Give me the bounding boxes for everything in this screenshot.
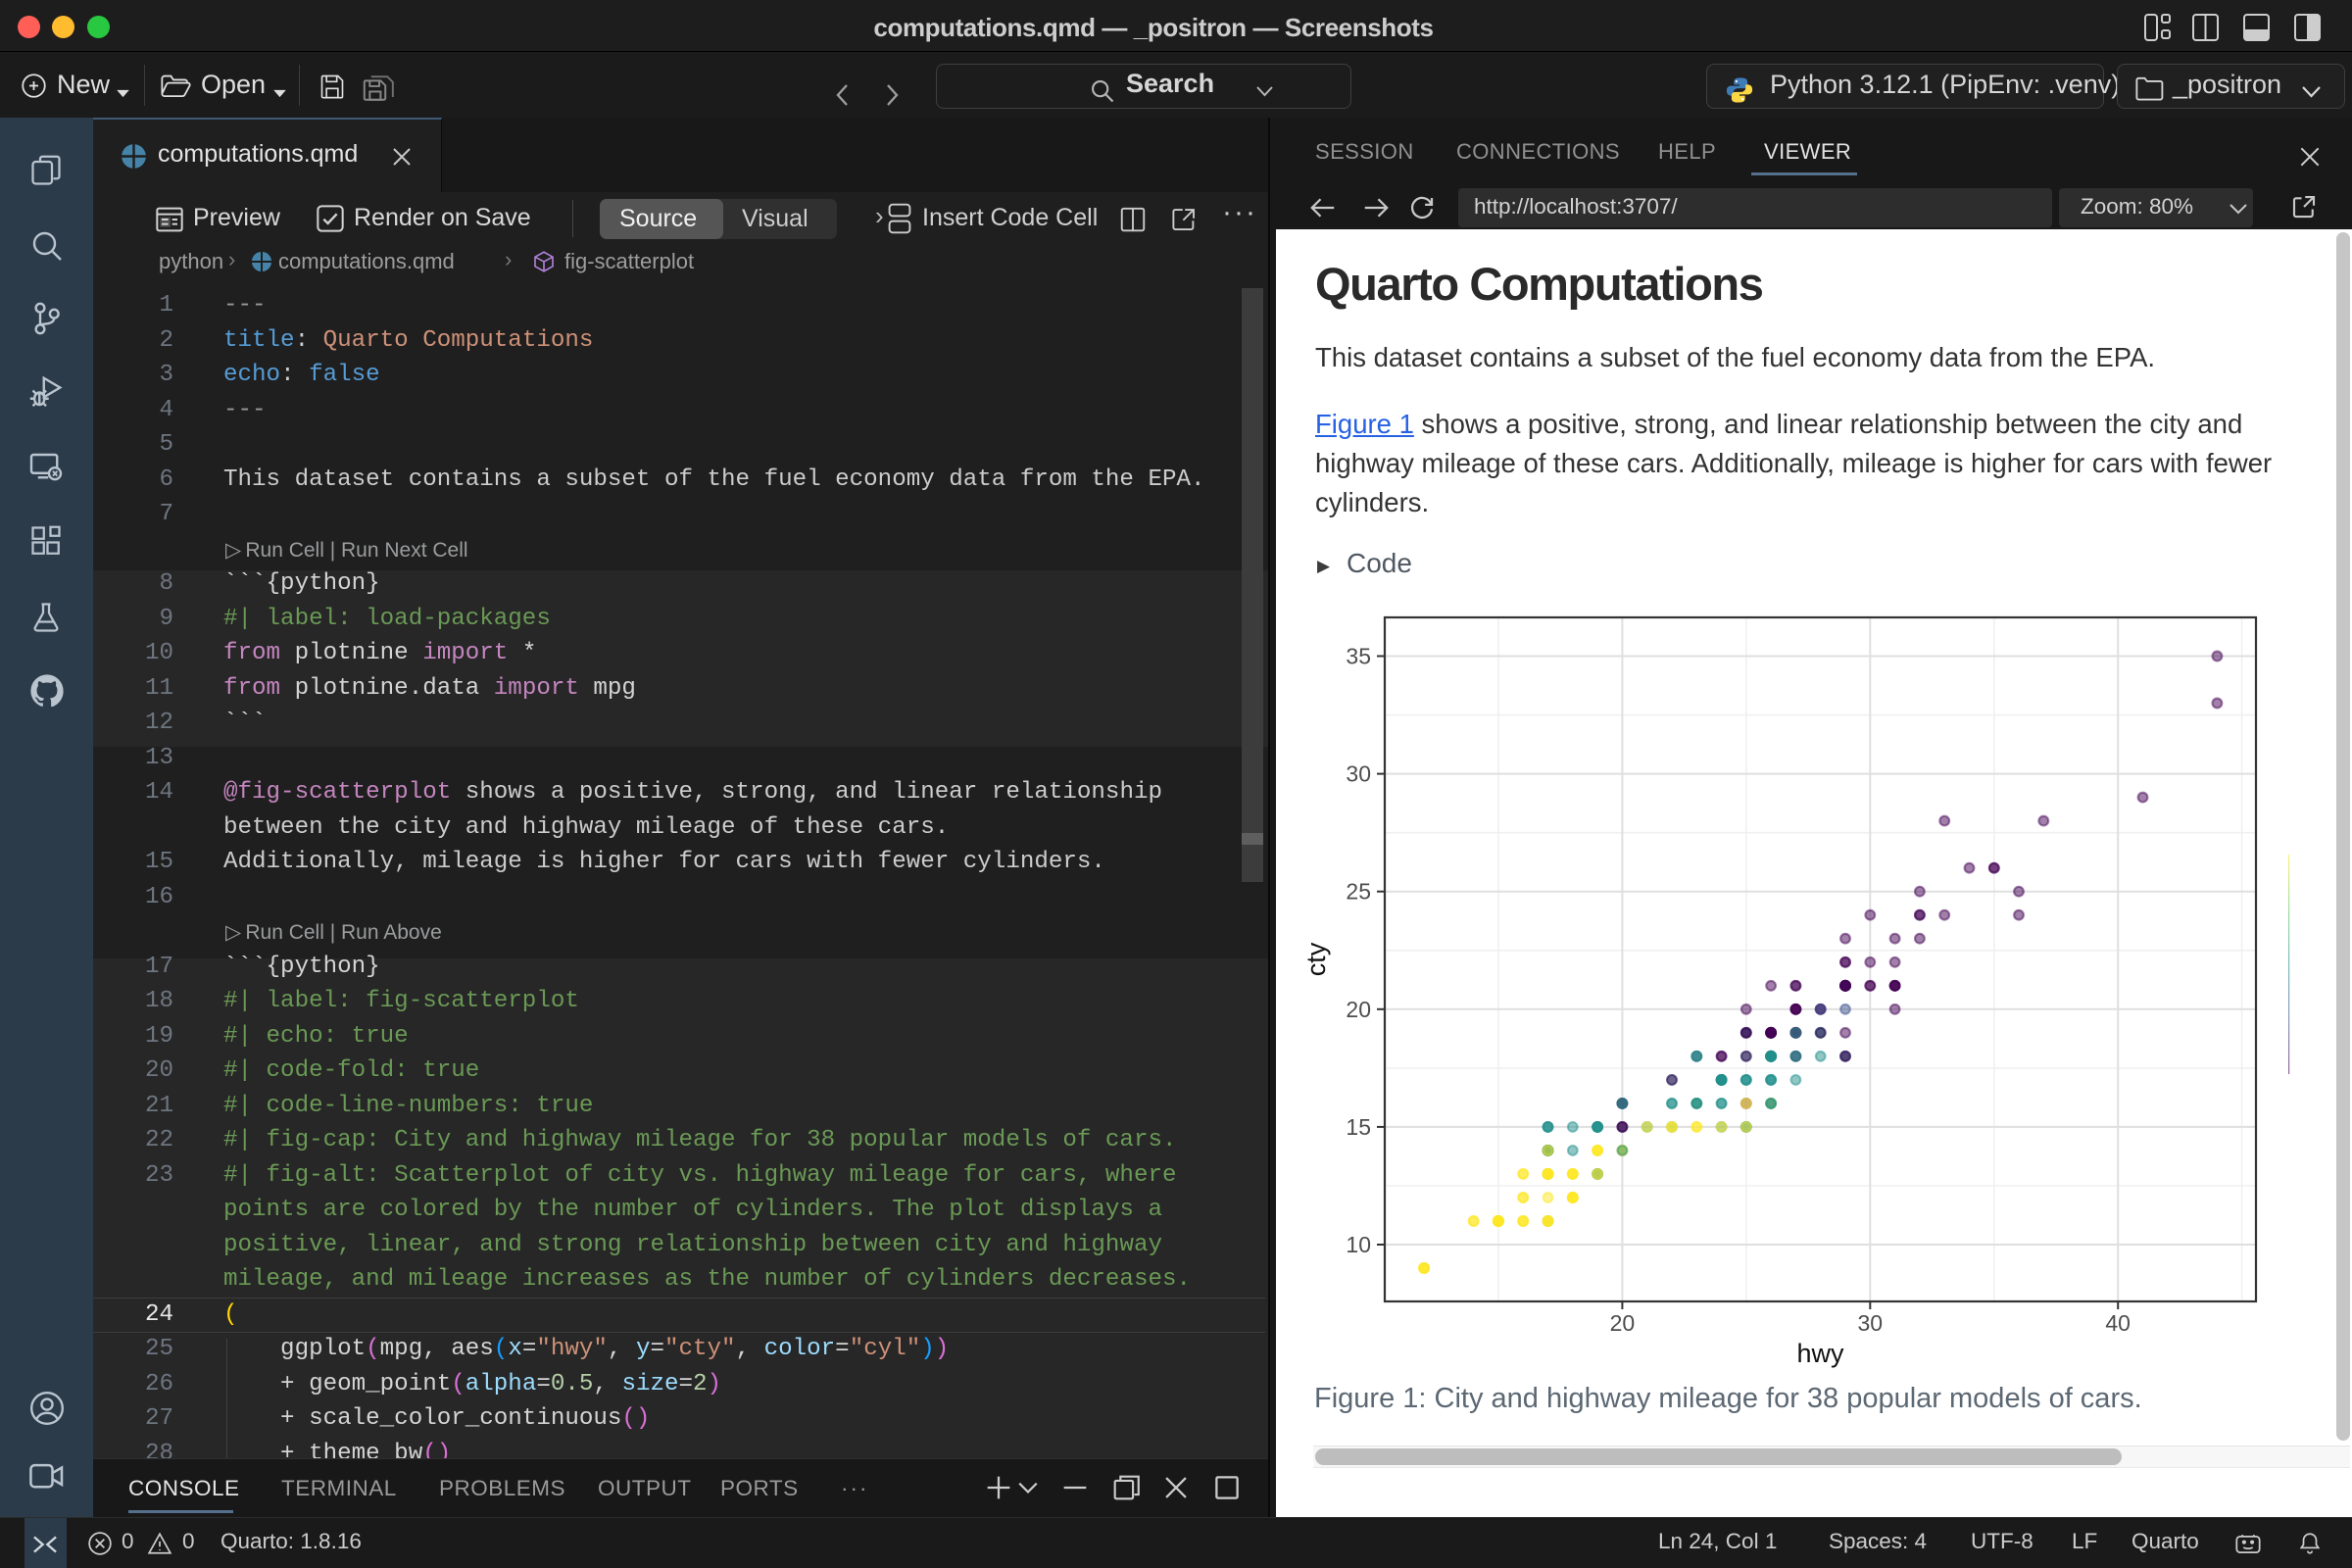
svg-text:20: 20 (1610, 1310, 1636, 1336)
svg-text:30: 30 (1858, 1310, 1884, 1336)
svg-text:hwy: hwy (1796, 1339, 1844, 1368)
svg-text:20: 20 (1346, 997, 1371, 1022)
svg-text:15: 15 (1346, 1114, 1371, 1140)
svg-text:25: 25 (1346, 879, 1371, 905)
svg-text:35: 35 (1346, 644, 1371, 669)
svg-text:40: 40 (2105, 1310, 2131, 1336)
svg-text:30: 30 (1346, 761, 1371, 787)
svg-text:cty: cty (1301, 942, 1331, 976)
svg-text:10: 10 (1346, 1232, 1371, 1257)
